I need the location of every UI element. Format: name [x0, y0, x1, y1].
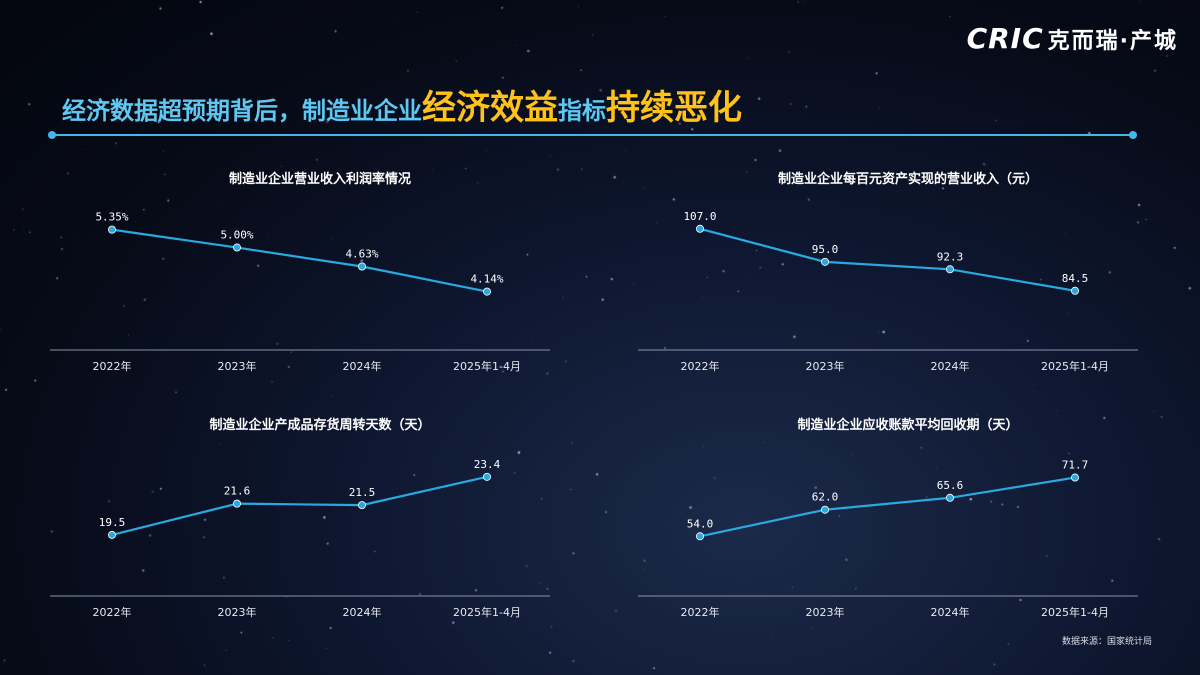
chart-panel-revenue-per-assets: 制造业企业每百元资产实现的营业收入（元） 107.0 2022年 95.0 2023年… — [638, 168, 1178, 393]
data-label: 54.0 — [687, 517, 714, 530]
data-label: 84.5 — [1062, 272, 1089, 285]
data-point — [820, 257, 829, 266]
x-tick-label: 2023年 — [218, 359, 257, 373]
data-label: 62.0 — [812, 491, 839, 504]
series-line — [111, 475, 488, 536]
x-tick-label: 2025年1-4月 — [1041, 359, 1109, 373]
data-label: 23.4 — [474, 458, 501, 471]
x-tick-label: 2023年 — [806, 359, 845, 373]
chart-title: 制造业企业应收账款平均回收期（天） — [797, 418, 1019, 433]
title-part-1: 经济数据超预期背后，制造业企业 — [62, 97, 422, 125]
data-point — [696, 224, 705, 233]
x-tick-label: 2022年 — [93, 359, 132, 373]
data-point — [232, 499, 241, 508]
divider-left-dot — [48, 131, 56, 139]
chart-svg: 19.5 2022年 21.6 2023年 21.5 2024年 23.4 2025年1-4月 — [50, 458, 550, 619]
x-tick-label: 2024年 — [343, 605, 382, 619]
chart-title: 制造业企业营业收入利润率情况 — [228, 172, 411, 187]
chart-panel-receivables-days: 制造业企业应收账款平均回收期（天） 54.0 2022年 62.0 2023年 65.6… — [638, 414, 1178, 639]
data-point — [357, 262, 366, 271]
x-tick-label: 2022年 — [681, 359, 720, 373]
data-point — [357, 501, 366, 510]
data-point — [1070, 286, 1079, 295]
x-tick-label: 2025年1-4月 — [1041, 605, 1109, 619]
data-label: 4.14% — [470, 273, 503, 286]
series-line — [699, 476, 1076, 538]
data-point — [945, 493, 954, 502]
data-point — [945, 265, 954, 274]
data-label: 19.5 — [99, 516, 126, 529]
chart-svg: 5.35% 2022年 5.00% 2023年 4.63% 2024年 4.14% 2025年… — [50, 211, 550, 373]
data-point — [482, 472, 491, 481]
data-label: 21.6 — [224, 485, 251, 498]
data-point — [232, 243, 241, 252]
x-tick-label: 2022年 — [681, 605, 720, 619]
x-tick-label: 2024年 — [343, 359, 382, 373]
title-divider — [52, 134, 1134, 136]
logo-text: 克而瑞·产城 — [1047, 28, 1178, 54]
chart-panel-profit-margin: 制造业企业营业收入利润率情况 5.35% 2022年 5.00% 2023年 4.63%… — [50, 168, 590, 393]
data-point — [696, 532, 705, 541]
x-tick-label: 2024年 — [931, 359, 970, 373]
x-tick-label: 2023年 — [218, 605, 257, 619]
data-label: 71.7 — [1062, 459, 1089, 472]
data-point — [820, 505, 829, 514]
x-tick-label: 2025年1-4月 — [453, 359, 521, 373]
title-part-3: 指标 — [558, 97, 606, 125]
x-tick-label: 2025年1-4月 — [453, 605, 521, 619]
data-point — [1070, 473, 1079, 482]
data-label: 21.5 — [349, 486, 376, 499]
source-note: 数据来源：国家统计局 — [1061, 637, 1152, 647]
divider-right-dot — [1129, 131, 1137, 139]
chart-title: 制造业企业每百元资产实现的营业收入（元） — [777, 172, 1038, 187]
data-label: 65.6 — [937, 479, 964, 492]
series-line — [699, 227, 1076, 292]
series-line — [111, 228, 488, 293]
x-tick-label: 2023年 — [806, 605, 845, 619]
data-label: 95.0 — [812, 243, 839, 256]
data-point — [108, 530, 117, 539]
chart-svg: 54.0 2022年 62.0 2023年 65.6 2024年 71.7 2025年1-4月 — [638, 459, 1138, 619]
x-tick-label: 2024年 — [931, 605, 970, 619]
title-highlight-1: 经济效益 — [422, 88, 558, 128]
chart-title: 制造业企业产成品存货周转天数（天） — [209, 418, 431, 433]
data-label: 4.63% — [345, 247, 378, 260]
data-label: 92.3 — [937, 250, 964, 263]
data-label: 5.00% — [220, 229, 253, 242]
logo-mark: CRIC — [966, 22, 1044, 55]
data-point — [482, 287, 491, 296]
chart-panel-inventory-days: 制造业企业产成品存货周转天数（天） 19.5 2022年 21.6 2023年 21.5… — [50, 414, 590, 639]
data-point — [108, 225, 117, 234]
data-label: 5.35% — [95, 211, 128, 224]
x-tick-label: 2022年 — [93, 605, 132, 619]
chart-svg: 107.0 2022年 95.0 2023年 92.3 2024年 84.5 2025年1-4… — [638, 210, 1138, 373]
cric-logo: CRIC 克而瑞·产城 — [967, 22, 1178, 55]
title-highlight-2: 持续恶化 — [606, 88, 742, 128]
page-title: 经济数据超预期背后，制造业企业经济效益指标持续恶化 — [62, 80, 742, 129]
data-label: 107.0 — [683, 210, 716, 223]
